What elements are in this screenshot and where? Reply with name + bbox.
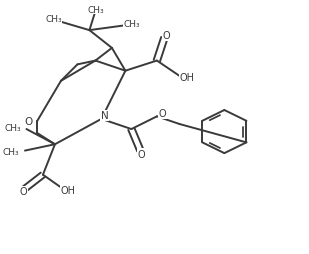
Text: CH₃: CH₃ <box>3 148 19 157</box>
Text: O: O <box>159 109 166 119</box>
Text: O: O <box>24 117 33 127</box>
Text: CH₃: CH₃ <box>45 15 62 24</box>
Text: OH: OH <box>179 73 194 83</box>
Text: O: O <box>137 149 145 159</box>
Text: N: N <box>100 111 108 121</box>
Text: O: O <box>162 31 170 41</box>
Text: OH: OH <box>61 186 76 196</box>
Text: CH₃: CH₃ <box>123 20 140 29</box>
Text: CH₃: CH₃ <box>87 6 104 14</box>
Text: O: O <box>20 186 27 196</box>
Text: CH₃: CH₃ <box>4 124 21 133</box>
